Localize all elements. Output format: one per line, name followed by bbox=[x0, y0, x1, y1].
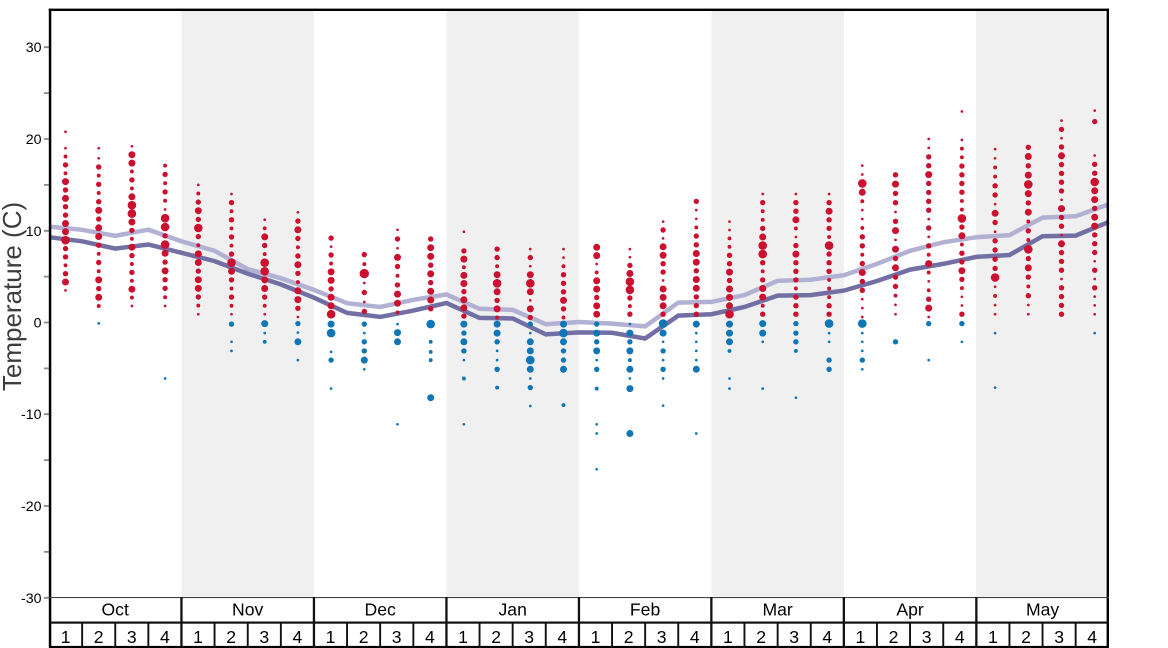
svg-text:2: 2 bbox=[624, 627, 634, 647]
svg-text:Nov: Nov bbox=[232, 600, 263, 620]
svg-text:Jan: Jan bbox=[499, 600, 527, 620]
svg-text:2: 2 bbox=[226, 627, 236, 647]
svg-text:3: 3 bbox=[524, 627, 534, 647]
svg-text:May: May bbox=[1026, 600, 1059, 620]
svg-text:2: 2 bbox=[94, 627, 104, 647]
svg-text:3: 3 bbox=[392, 627, 402, 647]
svg-text:3: 3 bbox=[127, 627, 137, 647]
svg-text:4: 4 bbox=[425, 627, 435, 647]
svg-text:20: 20 bbox=[26, 132, 42, 148]
svg-text:2: 2 bbox=[889, 627, 899, 647]
svg-text:1: 1 bbox=[856, 627, 866, 647]
svg-text:Feb: Feb bbox=[630, 600, 661, 620]
svg-text:1: 1 bbox=[458, 627, 468, 647]
svg-text:Temperature (C): Temperature (C) bbox=[0, 202, 27, 391]
svg-text:Mar: Mar bbox=[762, 600, 792, 620]
svg-text:1: 1 bbox=[723, 627, 733, 647]
svg-text:2: 2 bbox=[756, 627, 766, 647]
svg-text:-20: -20 bbox=[21, 499, 42, 515]
svg-text:3: 3 bbox=[259, 627, 269, 647]
svg-text:4: 4 bbox=[690, 627, 700, 647]
svg-text:30: 30 bbox=[26, 40, 42, 56]
svg-text:4: 4 bbox=[160, 627, 170, 647]
svg-text:0: 0 bbox=[34, 316, 42, 332]
svg-text:1: 1 bbox=[326, 627, 336, 647]
svg-text:3: 3 bbox=[789, 627, 799, 647]
svg-text:1: 1 bbox=[988, 627, 998, 647]
svg-text:4: 4 bbox=[293, 627, 303, 647]
svg-text:4: 4 bbox=[955, 627, 965, 647]
svg-text:3: 3 bbox=[657, 627, 667, 647]
svg-text:3: 3 bbox=[1054, 627, 1064, 647]
svg-text:1: 1 bbox=[591, 627, 601, 647]
svg-text:-10: -10 bbox=[21, 407, 42, 423]
svg-text:4: 4 bbox=[557, 627, 567, 647]
svg-text:Oct: Oct bbox=[102, 600, 129, 620]
svg-text:Apr: Apr bbox=[896, 600, 924, 620]
svg-text:3: 3 bbox=[922, 627, 932, 647]
svg-text:4: 4 bbox=[822, 627, 832, 647]
svg-text:1: 1 bbox=[193, 627, 203, 647]
svg-text:10: 10 bbox=[26, 224, 42, 240]
svg-text:-30: -30 bbox=[21, 591, 42, 607]
svg-text:4: 4 bbox=[1087, 627, 1097, 647]
svg-text:1: 1 bbox=[61, 627, 71, 647]
svg-text:2: 2 bbox=[359, 627, 369, 647]
svg-text:2: 2 bbox=[1021, 627, 1031, 647]
svg-text:Dec: Dec bbox=[365, 600, 396, 620]
svg-text:2: 2 bbox=[491, 627, 501, 647]
